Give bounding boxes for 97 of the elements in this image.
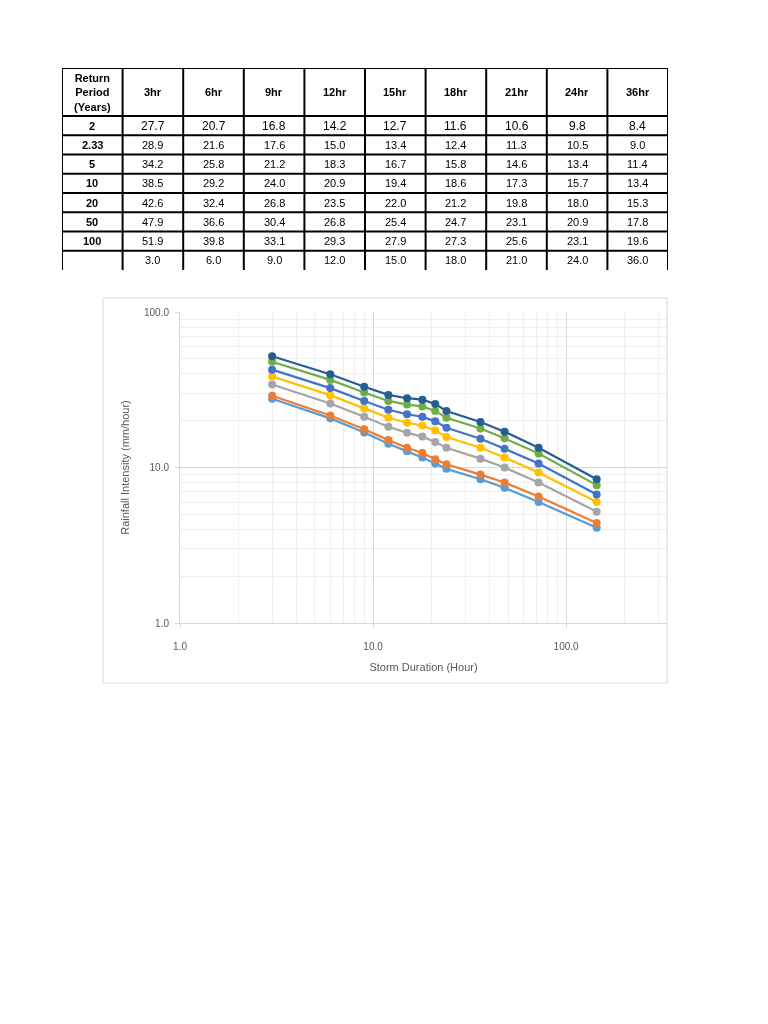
y-tick-label: 20 [86,197,99,209]
data-label: 12.4 [445,139,467,151]
data-label: 27.3 [445,235,467,247]
data-label: 33.1 [264,235,286,247]
x-tick-label: 18hr [444,86,468,98]
x-tick-label: 10.0 [363,641,384,652]
y-axis-title: Rainfall Intensity (mm/hour) [118,400,131,535]
data-label: 20.9 [324,177,346,189]
x-tick-label: 100.0 [553,641,580,652]
data-label: 9.0 [630,139,646,151]
x-tick-label: 9hr [265,86,283,98]
data-label: 9.8 [569,119,587,133]
data-label: 11.4 [627,158,648,170]
x-tick-label: 12hr [323,86,347,98]
data-label: 27.7 [141,119,165,133]
x-tick-label: 36hr [626,86,650,98]
data-label: 34.2 [142,158,164,170]
data-label: 12.0 [324,254,346,266]
data-label: 15.3 [627,197,649,209]
data-label: 21.0 [506,254,528,266]
data-label: 51.9 [142,235,164,247]
data-label: 47.9 [142,216,164,228]
y-tick-label: 10 [86,177,99,189]
data-label: 6.0 [206,254,222,266]
data-label: 10.6 [505,119,529,133]
data-label: 42.6 [142,197,164,209]
data-label: 17.8 [627,216,649,228]
data-label: 15.8 [445,158,467,170]
data-label: 29.3 [324,235,346,247]
data-label: 18.0 [445,254,467,266]
data-label: 18.0 [567,197,589,209]
data-label: 19.4 [385,177,407,189]
x-tick-label: 6hr [205,86,223,98]
data-label: 15.0 [324,139,346,151]
data-label: 14.2 [323,119,347,133]
data-label: 18.6 [445,177,467,189]
y-tick-label: 100 [83,235,102,247]
data-label: 16.8 [262,119,286,133]
data-label: 18.3 [324,158,346,170]
x-tick-label: 24hr [565,86,589,98]
data-label: 12.7 [383,119,407,133]
data-label: 36.6 [203,216,225,228]
data-label: 13.4 [385,139,407,151]
data-label: 15.0 [385,254,407,266]
data-label: 23.1 [506,216,528,228]
x-tick-label: 3hr [144,86,162,98]
data-label: 23.5 [324,197,346,209]
data-label: 11.6 [444,119,467,133]
data-label: 9.0 [267,254,283,266]
data-label: 19.6 [627,235,649,247]
data-label: 24.7 [445,216,467,228]
data-label: 13.4 [567,158,589,170]
data-label: 36.0 [627,254,649,266]
x-axis-title: Storm Duration (Hour) [369,661,478,674]
y-tick-label: 100.0 [143,306,170,318]
data-label: 16.7 [385,158,407,170]
data-label: 26.8 [324,216,346,228]
data-label: 28.9 [142,139,164,151]
data-label: 15.7 [567,177,589,189]
y-tick-label: 50 [86,216,99,228]
data-label: 26.8 [264,197,286,209]
data-label: 25.8 [203,158,225,170]
data-label: 14.6 [506,158,528,170]
data-label: 3.0 [145,254,161,266]
y-axis-title: Return Period (Years) [74,72,112,113]
data-label: 21.2 [445,197,467,209]
data-label: 23.1 [567,235,589,247]
data-label: 20.7 [202,119,226,133]
data-label: 30.4 [264,216,286,228]
data-label: 21.2 [264,158,286,170]
y-tick-label: 10.0 [149,462,170,473]
data-label: 24.0 [264,177,286,189]
x-tick-label: 15hr [383,86,407,98]
y-tick-label: 2.33 [82,139,104,151]
data-label: 38.5 [142,177,164,189]
data-label: 17.6 [264,139,286,151]
data-label: 32.4 [203,197,225,209]
y-tick-label: 5 [89,158,96,170]
data-label: 19.8 [506,197,528,209]
y-tick-label: 1.0 [155,617,170,629]
data-label: 11.3 [506,139,527,151]
data-label: 27.9 [385,235,407,247]
data-label: 8.4 [629,119,647,133]
data-label: 22.0 [385,197,407,209]
data-label: 25.4 [385,216,407,228]
data-label: 13.4 [627,177,649,189]
x-tick-label: 21hr [505,86,529,98]
data-label: 10.5 [567,139,589,151]
x-tick-label: 1.0 [173,641,188,652]
data-label: 17.3 [506,177,528,189]
data-label: 39.8 [203,235,225,247]
data-label: 29.2 [203,177,225,189]
data-label: 25.6 [506,235,528,247]
data-label: 24.0 [567,254,589,266]
data-label: 21.6 [203,139,225,151]
y-tick-label: 2 [89,120,96,132]
data-label: 20.9 [567,216,589,228]
